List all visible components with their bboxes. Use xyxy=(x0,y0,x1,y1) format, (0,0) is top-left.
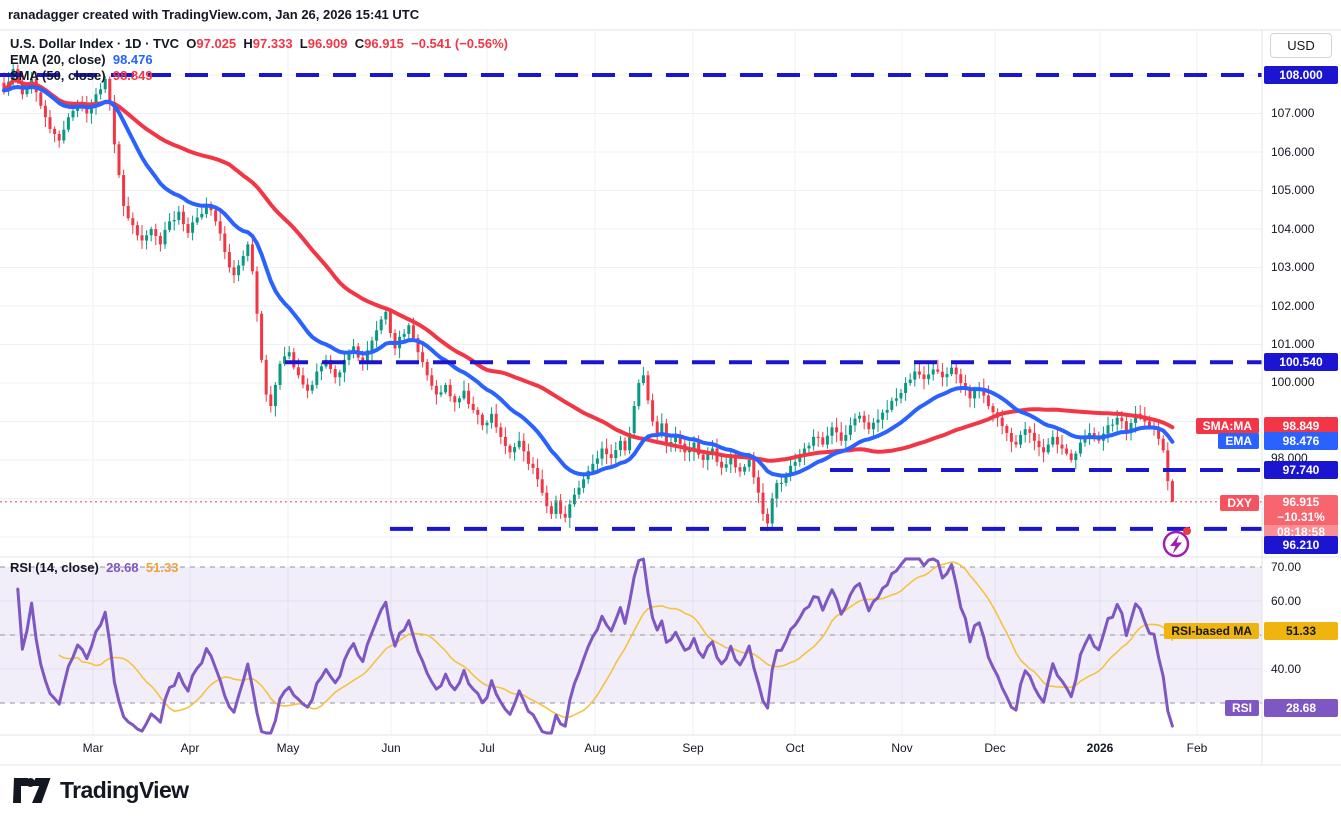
time-axis-label[interactable]: Sep xyxy=(682,741,704,755)
series-label-ema: EMA xyxy=(1218,433,1259,449)
time-axis-label[interactable]: Jun xyxy=(381,741,401,755)
candles xyxy=(2,64,1174,532)
price-axis-tick: 104.000 xyxy=(1271,222,1315,236)
current-price: 96.915 xyxy=(1264,495,1338,510)
time-axis-label[interactable]: Dec xyxy=(984,741,1006,755)
rsi-line xyxy=(16,557,1174,735)
time-axis-label[interactable]: May xyxy=(276,741,300,755)
price-axis-badge-rsi: 28.68 xyxy=(1264,699,1338,717)
time-axis-label[interactable]: Oct xyxy=(785,741,805,755)
series-label-rsi: RSI xyxy=(1224,700,1259,716)
low-value: 96.909 xyxy=(307,36,348,51)
time-axis-label[interactable]: Apr xyxy=(180,741,200,755)
price-axis-tick: 103.000 xyxy=(1271,260,1315,274)
price-axis-badge-sma: 98.849 xyxy=(1264,417,1338,435)
sma-value: 98.849 xyxy=(112,68,153,83)
series-label-rsi_ma: RSI-based MA xyxy=(1164,623,1259,639)
price-axis-badge-level: 96.210 xyxy=(1264,536,1338,554)
ema-legend-row[interactable]: EMA (20, close) 98.476 xyxy=(10,52,153,67)
close-value: 96.915 xyxy=(364,36,404,51)
symbol-legend-row[interactable]: U.S. Dollar Index · 1D · TVC O97.025 H97… xyxy=(10,36,508,51)
rsi-ma-value: 51.33 xyxy=(145,560,179,575)
currency-toggle-button[interactable]: USD xyxy=(1270,33,1332,58)
tradingview-logo-mark xyxy=(13,778,51,803)
time-axis-label[interactable]: Mar xyxy=(82,741,104,755)
credit-line: ranadagger created with TradingView.com,… xyxy=(8,7,420,22)
series-label-sma: SMA:MA xyxy=(1195,418,1259,434)
sma-legend-row[interactable]: SMA (50, close) 98.849 xyxy=(10,68,153,83)
sma-label: SMA (50, close) xyxy=(10,68,106,83)
symbol-title: U.S. Dollar Index · 1D · TVC xyxy=(10,36,180,51)
price-axis-badge-rsi_ma: 51.33 xyxy=(1264,622,1338,640)
ema-value: 98.476 xyxy=(112,52,153,67)
series-label-dxy: DXY xyxy=(1220,495,1259,511)
price-axis-badge-level: 108.000 xyxy=(1264,66,1338,84)
price-axis-tick: 100.000 xyxy=(1271,375,1315,389)
change-value: −0.541 (−0.56%) xyxy=(411,36,508,51)
time-axis-label[interactable]: Aug xyxy=(584,741,606,755)
open-value: 97.025 xyxy=(196,36,237,51)
tradingview-logo[interactable]: TradingView xyxy=(13,777,189,804)
price-axis-badge-level: 100.540 xyxy=(1264,353,1338,371)
rsi-legend-row[interactable]: RSI (14, close) 28.68 51.33 xyxy=(10,560,178,575)
price-axis-tick: 40.00 xyxy=(1271,662,1302,676)
ema20-line xyxy=(2,85,1175,478)
price-axis-badge-level: 97.740 xyxy=(1264,461,1338,479)
flash-icon-bolt xyxy=(1170,535,1182,554)
time-axis-label[interactable]: Nov xyxy=(891,741,913,755)
price-axis-tick: 60.00 xyxy=(1271,594,1302,608)
sma50-line xyxy=(2,78,1175,463)
change-percent: −10.31% xyxy=(1264,510,1338,525)
time-axis-label[interactable]: Feb xyxy=(1186,741,1208,755)
time-axis-label[interactable]: 2026 xyxy=(1086,741,1114,755)
high-value: 97.333 xyxy=(252,36,293,51)
flash-icon-notification-dot xyxy=(1183,527,1191,535)
current-price-countdown-badge: 96.915 −10.31% 08:18:58 xyxy=(1264,495,1338,540)
price-axis-tick: 106.000 xyxy=(1271,145,1315,159)
price-axis-tick: 70.00 xyxy=(1271,560,1302,574)
ema-label: EMA (20, close) xyxy=(10,52,106,67)
rsi-label: RSI (14, close) xyxy=(10,560,99,575)
price-axis-badge-ema: 98.476 xyxy=(1264,432,1338,450)
price-axis-tick: 101.000 xyxy=(1271,337,1315,351)
tradingview-logo-text: TradingView xyxy=(60,777,189,803)
price-axis-tick: 107.000 xyxy=(1271,106,1315,120)
price-axis-tick: 105.000 xyxy=(1271,183,1315,197)
time-axis-label[interactable]: Jul xyxy=(479,741,495,755)
rsi-value: 28.68 xyxy=(106,560,139,575)
price-axis-tick: 102.000 xyxy=(1271,299,1315,313)
